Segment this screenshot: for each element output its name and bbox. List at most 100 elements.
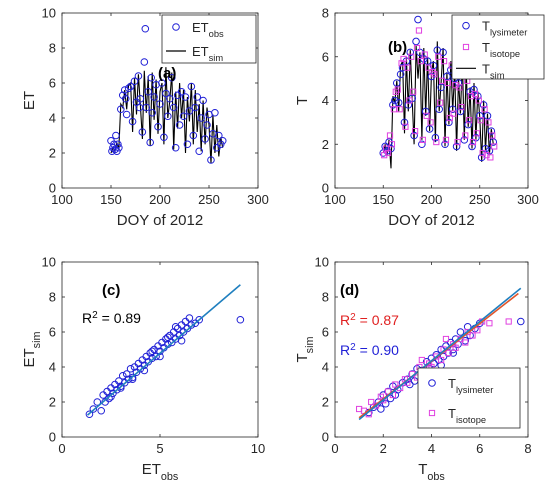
fit-line bbox=[86, 284, 241, 416]
data-point bbox=[487, 154, 494, 161]
data-point bbox=[115, 143, 123, 152]
data-point bbox=[404, 64, 411, 71]
data-point bbox=[156, 100, 164, 108]
plot-area bbox=[356, 287, 525, 421]
data-point bbox=[435, 105, 444, 114]
x-tick-label: 5 bbox=[156, 441, 163, 456]
panel-label: (b) bbox=[388, 39, 407, 56]
y-axis-label: ETsim bbox=[21, 332, 43, 368]
data-point bbox=[419, 136, 426, 143]
plot-area bbox=[85, 284, 245, 419]
data-point bbox=[452, 142, 461, 151]
data-point bbox=[445, 118, 453, 127]
x-axis-label: DOY of 2012 bbox=[117, 212, 203, 229]
data-point bbox=[418, 356, 425, 364]
data-point bbox=[118, 371, 127, 380]
panel-d: 0 2 4 6 8 0 2 4 6 8 10 Tobs Tsim (d) R2 = 0.87 R2 = 0.9… bbox=[294, 255, 532, 484]
x-tick-label: 200 bbox=[421, 192, 443, 207]
data-point bbox=[368, 398, 375, 406]
data-point bbox=[185, 107, 194, 115]
data-point bbox=[122, 110, 131, 119]
r-squared-annotation: R2 = 0.89 bbox=[82, 310, 141, 327]
legend-entry: ETobs bbox=[192, 20, 224, 39]
data-point bbox=[201, 135, 209, 143]
y-tick-label: 6 bbox=[49, 76, 56, 91]
panel-b: 100 150 200 250 300 0 2 4 6 8 DOY of 2012 T (b) Tlysi… bbox=[294, 6, 545, 229]
data-point bbox=[171, 143, 180, 152]
data-point bbox=[437, 99, 444, 106]
x-tick-label: 0 bbox=[58, 441, 65, 456]
x-tick-label: 100 bbox=[51, 192, 73, 207]
data-point bbox=[487, 127, 496, 135]
x-tick-label: 250 bbox=[469, 192, 491, 207]
data-point bbox=[117, 384, 125, 392]
y-tick-label: 10 bbox=[42, 6, 56, 21]
data-point bbox=[164, 333, 172, 342]
x-axis-label: DOY of 2012 bbox=[388, 212, 474, 229]
data-point bbox=[158, 79, 166, 87]
legend-marker bbox=[172, 23, 180, 31]
x-tick-label: 2 bbox=[380, 441, 387, 456]
data-point bbox=[410, 131, 418, 140]
data-point bbox=[456, 107, 465, 116]
data-point bbox=[398, 60, 405, 67]
data-point bbox=[471, 90, 479, 98]
data-point bbox=[122, 370, 131, 378]
data-point bbox=[462, 339, 469, 346]
x-tick-label: 0 bbox=[331, 441, 338, 456]
data-point bbox=[93, 398, 102, 406]
data-point bbox=[414, 15, 422, 24]
data-point bbox=[464, 120, 472, 129]
legend: ETobs ETsim bbox=[161, 14, 257, 64]
data-point bbox=[112, 131, 120, 140]
plot-area bbox=[107, 24, 227, 164]
data-point bbox=[175, 121, 184, 129]
data-point bbox=[177, 336, 186, 345]
data-point bbox=[193, 93, 202, 101]
plot-frame bbox=[61, 261, 259, 438]
y-tick-label: 8 bbox=[49, 41, 56, 56]
y-tick-label: 4 bbox=[322, 360, 329, 375]
data-point bbox=[486, 320, 493, 327]
data-point bbox=[475, 97, 482, 104]
legend-entry: Tisotope bbox=[448, 406, 486, 425]
data-point bbox=[203, 121, 211, 129]
data-point bbox=[477, 117, 484, 124]
data-point bbox=[110, 140, 118, 149]
data-point bbox=[421, 107, 430, 116]
data-point bbox=[438, 356, 445, 364]
data-point bbox=[177, 87, 186, 96]
data-point bbox=[97, 406, 105, 415]
data-point bbox=[114, 140, 122, 149]
y-axis-label: ET bbox=[21, 91, 38, 110]
y-tick-label: 2 bbox=[322, 395, 329, 410]
x-tick-label: 4 bbox=[428, 441, 435, 456]
data-point bbox=[394, 86, 401, 93]
data-point bbox=[138, 128, 147, 136]
data-point bbox=[128, 117, 137, 126]
y-tick-label: 10 bbox=[315, 255, 329, 270]
data-point bbox=[130, 77, 139, 86]
legend-marker bbox=[462, 43, 470, 51]
y-tick-label: 10 bbox=[42, 255, 56, 270]
data-point bbox=[446, 114, 453, 122]
data-point bbox=[89, 405, 98, 413]
r-squared-annotation: R2 = 0.87 bbox=[340, 312, 399, 329]
x-axis-label: Tobs bbox=[418, 461, 445, 483]
data-point bbox=[150, 93, 158, 101]
data-point bbox=[394, 98, 403, 107]
data-point bbox=[442, 136, 450, 143]
data-point bbox=[117, 105, 125, 114]
data-point bbox=[445, 349, 452, 357]
data-point bbox=[398, 63, 407, 72]
data-point bbox=[124, 375, 133, 384]
y-tick-label: 2 bbox=[49, 395, 56, 410]
data-point bbox=[469, 138, 477, 146]
data-point bbox=[462, 132, 469, 139]
data-point bbox=[140, 58, 149, 66]
data-point bbox=[485, 119, 492, 126]
legend-box bbox=[161, 14, 257, 64]
data-point bbox=[154, 122, 162, 131]
data-point bbox=[461, 336, 470, 345]
data-point bbox=[444, 349, 453, 357]
